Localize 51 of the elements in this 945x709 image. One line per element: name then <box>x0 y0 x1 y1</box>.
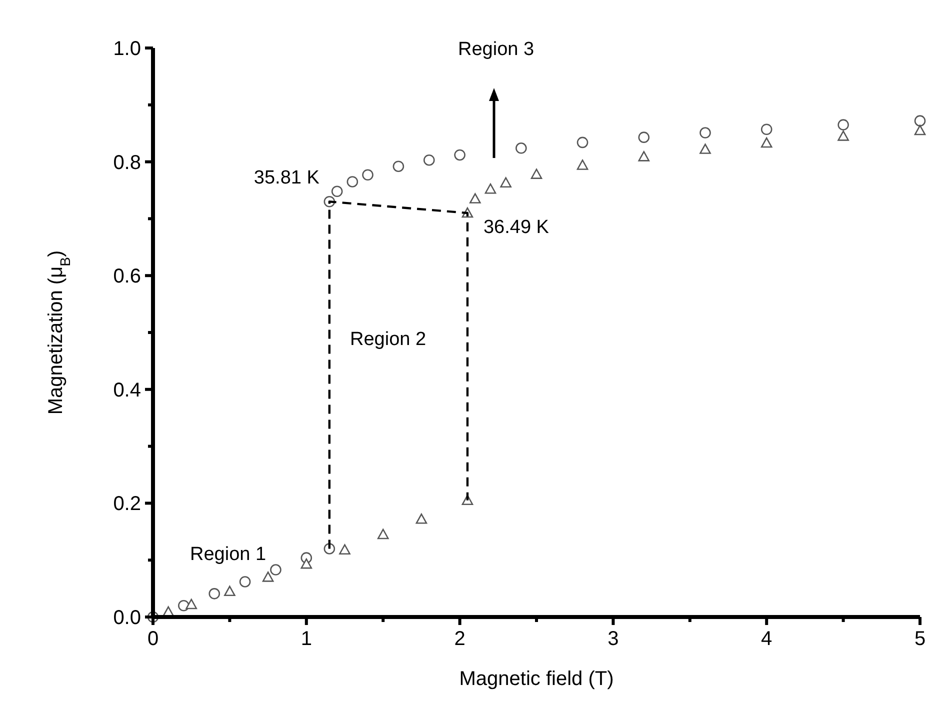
point <box>224 586 236 596</box>
point <box>914 115 926 126</box>
y-tick-label: 0.4 <box>113 379 141 402</box>
point <box>362 169 374 181</box>
point <box>760 124 772 136</box>
annotation: 36.49 K <box>483 217 550 238</box>
point <box>331 186 343 198</box>
point <box>700 144 711 154</box>
point <box>638 151 650 162</box>
point <box>392 160 404 172</box>
x-tick-label: 2 <box>454 628 466 650</box>
point <box>576 136 588 148</box>
point <box>454 149 466 161</box>
x-tick-label: 4 <box>761 628 772 650</box>
y-tick-label: 0.2 <box>113 493 141 516</box>
point <box>423 154 435 166</box>
point <box>300 558 312 569</box>
point <box>469 193 481 204</box>
point <box>270 564 282 576</box>
point <box>638 132 650 143</box>
x-axis-title: Magnetic field (T) <box>459 668 614 690</box>
point <box>484 183 496 194</box>
point <box>838 130 849 141</box>
y-tick-label: 0.0 <box>113 607 141 629</box>
point <box>760 137 772 148</box>
point <box>346 176 358 188</box>
point <box>208 588 220 600</box>
point <box>416 513 428 524</box>
x-tick-label: 5 <box>914 628 926 650</box>
point <box>500 177 512 188</box>
point <box>339 544 350 555</box>
point <box>262 572 274 582</box>
point <box>239 576 251 588</box>
point <box>576 160 588 170</box>
point <box>186 598 197 610</box>
point <box>914 124 926 136</box>
point <box>700 127 711 138</box>
annotation: Region 2 <box>350 329 426 350</box>
point <box>530 168 542 179</box>
x-tick-label: 3 <box>608 628 619 650</box>
point <box>516 142 527 154</box>
annotation: Region 3 <box>458 39 534 60</box>
y-tick-label: 1.0 <box>113 38 141 60</box>
y-tick-label: 0.6 <box>113 266 141 288</box>
point <box>377 528 389 540</box>
point <box>838 119 849 130</box>
annotation: Region 1 <box>190 544 266 565</box>
y-tick-label: 0.8 <box>113 152 141 174</box>
x-tick-label: 1 <box>300 628 312 650</box>
x-tick-label: 0 <box>147 628 159 650</box>
annotation: 35.81 K <box>254 168 320 189</box>
